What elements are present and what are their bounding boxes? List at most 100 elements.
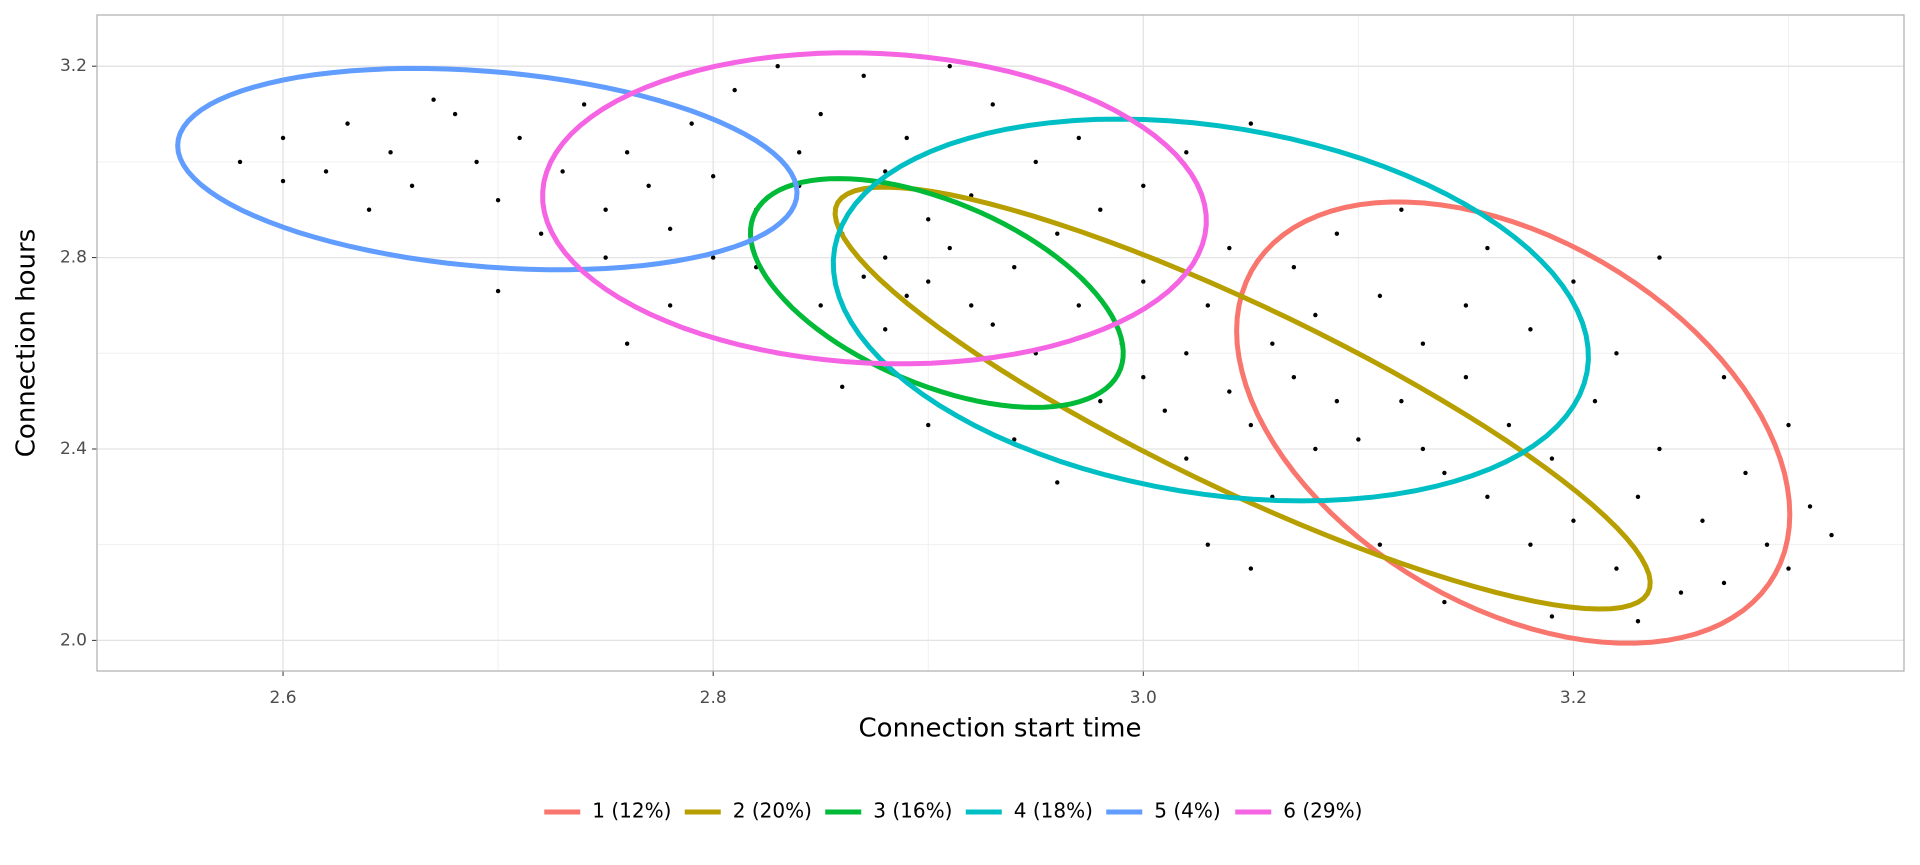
cluster-ellipse	[747, 176, 1126, 410]
data-point	[280, 135, 286, 141]
data-point	[1313, 312, 1318, 318]
x-axis-title: Connection start time	[859, 714, 1142, 744]
data-point	[1721, 580, 1727, 586]
data-point	[861, 274, 866, 279]
cluster-ellipse	[1234, 199, 1793, 646]
data-point	[1141, 279, 1146, 284]
cluster-ellipse	[830, 116, 1591, 504]
data-point	[1786, 422, 1791, 428]
legend-label: 6 (29%)	[1283, 799, 1362, 823]
data-point	[1076, 303, 1081, 308]
data-point	[1528, 542, 1533, 547]
data-point	[1635, 494, 1641, 500]
data-point	[1442, 470, 1447, 476]
data-point	[667, 303, 673, 308]
data-point	[926, 217, 931, 222]
data-point	[624, 341, 630, 346]
data-point	[1270, 341, 1275, 346]
data-point	[1420, 446, 1426, 452]
data-point	[1528, 327, 1533, 332]
data-point	[1399, 207, 1404, 212]
data-point	[1098, 398, 1103, 404]
data-point	[818, 303, 823, 308]
data-point	[990, 102, 995, 107]
data-point	[603, 255, 608, 260]
y-axis-title: Connection hours	[12, 229, 42, 457]
data-point	[538, 231, 544, 236]
data-point	[431, 97, 436, 102]
data-point	[388, 150, 393, 155]
data-point	[1463, 303, 1469, 308]
data-point	[646, 183, 651, 189]
data-point	[495, 197, 501, 203]
data-point	[710, 255, 716, 260]
data-point	[1485, 494, 1490, 500]
data-point	[775, 63, 780, 69]
data-point	[1248, 422, 1254, 428]
data-point	[1055, 480, 1060, 485]
data-point	[452, 111, 458, 117]
data-point	[904, 135, 909, 141]
data-point	[1377, 542, 1383, 547]
data-point	[689, 121, 694, 126]
y-tick-label: 2.4	[60, 439, 87, 459]
data-point	[840, 384, 845, 389]
cluster-ellipse	[175, 65, 800, 273]
data-point	[947, 245, 952, 251]
data-point	[1549, 614, 1555, 619]
data-point	[1571, 279, 1576, 284]
data-point	[1248, 566, 1254, 571]
data-point	[1721, 375, 1727, 380]
data-point	[883, 255, 888, 260]
data-point	[323, 169, 329, 174]
legend-label: 5 (4%)	[1154, 799, 1220, 823]
data-point	[474, 159, 479, 165]
data-point	[1485, 245, 1490, 251]
x-tick-label: 2.6	[270, 688, 297, 708]
data-point	[1635, 619, 1641, 624]
data-point	[1829, 532, 1834, 538]
data-point	[560, 169, 565, 174]
data-point	[1657, 255, 1662, 260]
data-point	[1227, 389, 1232, 394]
data-point	[1291, 375, 1297, 380]
data-point	[1399, 398, 1404, 404]
grid	[97, 15, 1904, 671]
data-point	[1442, 599, 1447, 605]
legend-label: 4 (18%)	[1014, 799, 1093, 823]
data-point	[1141, 183, 1146, 189]
y-tick-label: 3.2	[60, 56, 87, 76]
data-point	[1334, 231, 1340, 236]
legend-label: 2 (20%)	[733, 799, 812, 823]
data-point	[1205, 542, 1211, 547]
data-point	[1764, 542, 1770, 547]
y-tick-label: 2.0	[60, 630, 87, 650]
data-point	[1592, 398, 1598, 404]
data-point	[818, 111, 823, 117]
data-point	[1743, 470, 1748, 476]
data-point	[1098, 207, 1103, 212]
legend-label: 1 (12%)	[592, 799, 671, 823]
data-point	[1184, 150, 1189, 155]
data-point	[237, 159, 243, 165]
data-point	[1700, 518, 1705, 523]
data-point	[1291, 264, 1297, 270]
data-point	[1033, 159, 1038, 165]
data-point	[1076, 135, 1081, 141]
data-point	[1184, 456, 1189, 461]
data-point	[603, 207, 608, 212]
data-point	[861, 73, 866, 78]
data-point	[904, 293, 909, 299]
cluster-ellipse	[832, 184, 1653, 612]
data-point	[581, 102, 587, 107]
data-point	[1334, 398, 1340, 404]
data-point	[926, 422, 931, 428]
data-point	[732, 87, 737, 93]
data-point	[1807, 504, 1813, 509]
data-point	[1506, 422, 1512, 428]
data-point	[1055, 231, 1060, 236]
data-point	[1420, 341, 1426, 346]
x-tick-label: 2.8	[700, 688, 727, 708]
data-point	[1657, 446, 1662, 452]
